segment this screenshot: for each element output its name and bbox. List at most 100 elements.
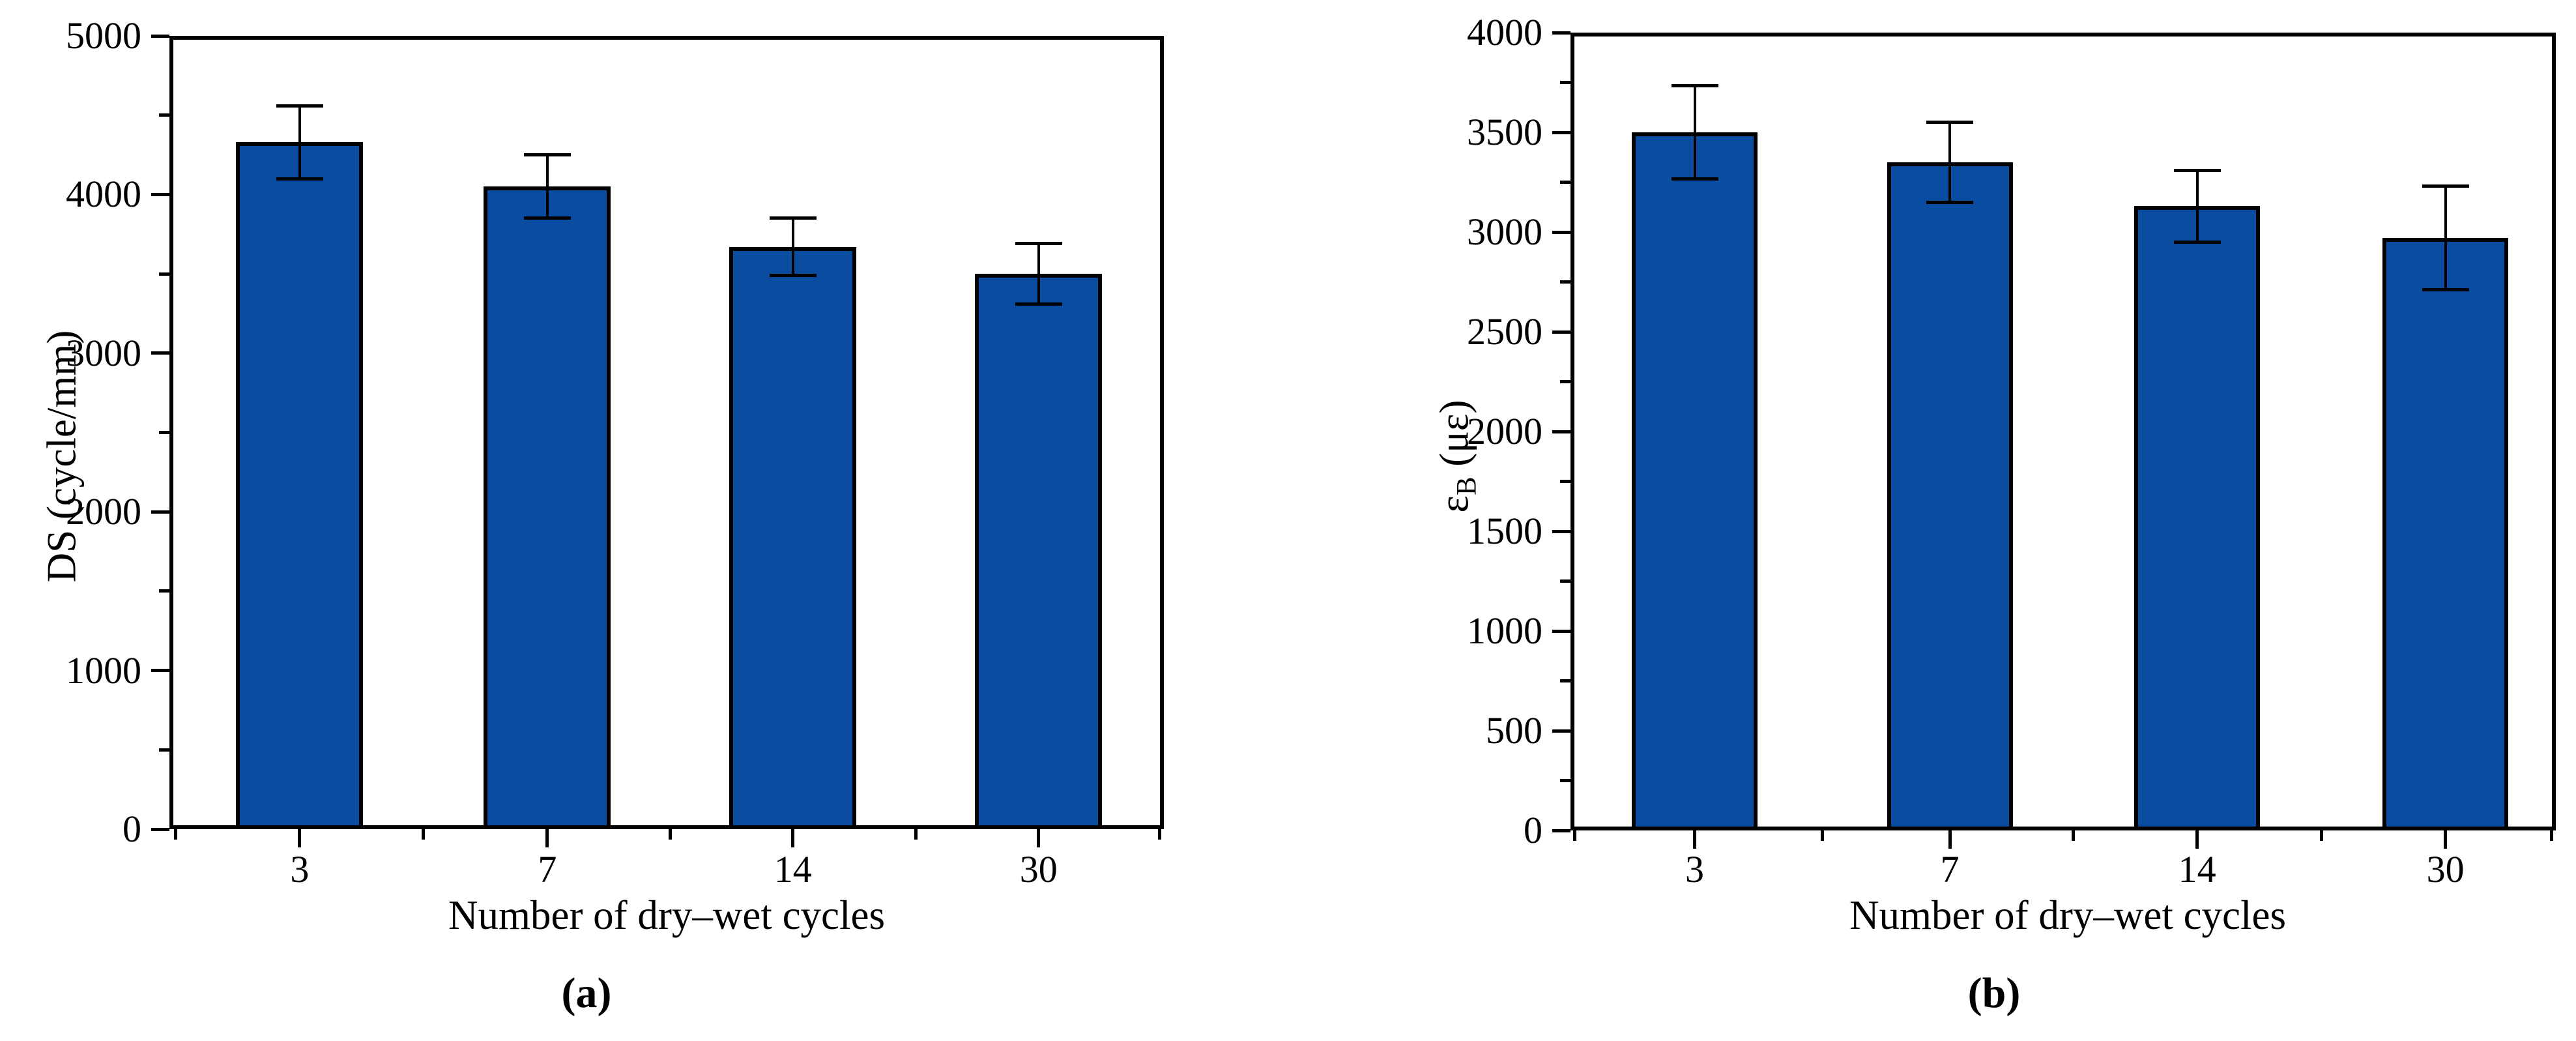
x-minor-tick (174, 829, 178, 840)
bar-7 (484, 186, 611, 829)
x-axis-title-a: Number of dry–wet cycles (448, 892, 886, 938)
bar-7 (1887, 162, 2013, 830)
y-minor-tick (1560, 779, 1570, 782)
error-bar-line (545, 154, 549, 218)
y-minor-tick (1560, 679, 1570, 682)
error-bar-line (791, 218, 794, 276)
x-major-tick (791, 829, 795, 847)
bar-3 (1632, 132, 1758, 830)
error-bar-cap-top (769, 216, 817, 220)
error-bar-cap-top (1015, 242, 1062, 246)
y-axis-title-subscript: B (1451, 477, 1483, 496)
y-tick-label: 3000 (1467, 211, 1542, 253)
error-bar-line (298, 106, 301, 179)
panel-label-a: (a) (561, 969, 612, 1017)
x-minor-tick (2319, 830, 2323, 841)
bar-30 (975, 274, 1103, 829)
y-minor-tick (159, 272, 169, 276)
y-tick-label: 2500 (1467, 310, 1542, 353)
x-major-tick (1948, 830, 1952, 849)
y-tick-label: 2000 (66, 490, 141, 533)
plot-area-a (169, 36, 1164, 829)
bar-14 (2134, 206, 2261, 830)
error-bar-line (2444, 186, 2447, 290)
y-minor-tick (1560, 579, 1570, 583)
x-tick-label: 30 (2426, 848, 2465, 890)
x-minor-tick (668, 829, 672, 840)
y-major-tick (1552, 529, 1570, 533)
error-bar-cap-bottom (2173, 240, 2221, 244)
x-major-tick (2444, 830, 2448, 849)
error-bar-line (1037, 243, 1040, 304)
y-minor-tick (1560, 81, 1570, 84)
x-minor-tick (422, 829, 426, 840)
bar-30 (2382, 238, 2509, 830)
error-bar-cap-bottom (1926, 200, 1974, 204)
x-tick-label: 30 (1019, 848, 1058, 890)
y-tick-label: 5000 (66, 14, 141, 57)
y-minor-tick (159, 589, 169, 593)
y-tick-label: 500 (1486, 709, 1542, 752)
plot-area-b (1570, 33, 2556, 830)
y-major-tick (1552, 330, 1570, 334)
error-bar-line (2195, 170, 2199, 242)
x-minor-tick (2550, 830, 2554, 841)
error-bar-cap-bottom (523, 216, 571, 220)
y-minor-tick (159, 431, 169, 434)
error-bar-cap-top (276, 104, 323, 108)
y-major-tick (1552, 31, 1570, 35)
y-major-tick (151, 510, 169, 514)
x-tick-label: 14 (774, 848, 812, 890)
error-bar-cap-bottom (769, 274, 817, 278)
x-major-tick (1037, 829, 1041, 847)
error-bar-cap-bottom (1015, 302, 1062, 306)
y-minor-tick (159, 748, 169, 752)
y-tick-label: 3000 (66, 331, 141, 374)
x-minor-tick (1158, 829, 1162, 840)
y-major-tick (151, 351, 169, 355)
x-minor-tick (1572, 830, 1576, 841)
y-major-tick (151, 34, 169, 38)
y-major-tick (1552, 828, 1570, 832)
x-major-tick (545, 829, 549, 847)
x-major-tick (298, 829, 302, 847)
y-major-tick (1552, 130, 1570, 134)
error-bar-line (1948, 122, 1952, 203)
x-major-tick (1693, 830, 1696, 849)
x-minor-tick (2072, 830, 2076, 841)
y-major-tick (151, 192, 169, 196)
y-major-tick (1552, 430, 1570, 433)
y-minor-tick (1560, 480, 1570, 483)
error-bar-cap-top (1926, 121, 1974, 125)
bar-3 (236, 142, 364, 829)
y-tick-label: 1000 (66, 649, 141, 692)
x-tick-label: 3 (1685, 848, 1704, 890)
x-tick-label: 7 (1940, 848, 1960, 890)
x-minor-tick (914, 829, 918, 840)
y-minor-tick (159, 113, 169, 117)
y-minor-tick (1560, 181, 1570, 184)
panel-label-b: (b) (1967, 969, 2021, 1017)
y-major-tick (151, 827, 169, 831)
y-major-tick (1552, 230, 1570, 234)
x-axis-title-b: Number of dry–wet cycles (1849, 892, 2287, 938)
error-bar-cap-bottom (2422, 288, 2469, 292)
x-tick-label: 7 (538, 848, 557, 890)
y-major-tick (1552, 629, 1570, 633)
error-bar-cap-bottom (276, 177, 323, 181)
y-tick-label: 2000 (1467, 410, 1542, 452)
y-tick-label: 0 (123, 808, 141, 850)
x-major-tick (2195, 830, 2199, 849)
x-minor-tick (1820, 830, 1824, 841)
y-tick-label: 4000 (66, 173, 141, 216)
error-bar-cap-top (2173, 168, 2221, 172)
error-bar-cap-top (1671, 83, 1718, 87)
y-minor-tick (1560, 380, 1570, 383)
y-tick-label: 4000 (1467, 11, 1542, 53)
error-bar-cap-bottom (1671, 177, 1718, 181)
error-bar-cap-top (2422, 184, 2469, 188)
y-major-tick (151, 669, 169, 673)
